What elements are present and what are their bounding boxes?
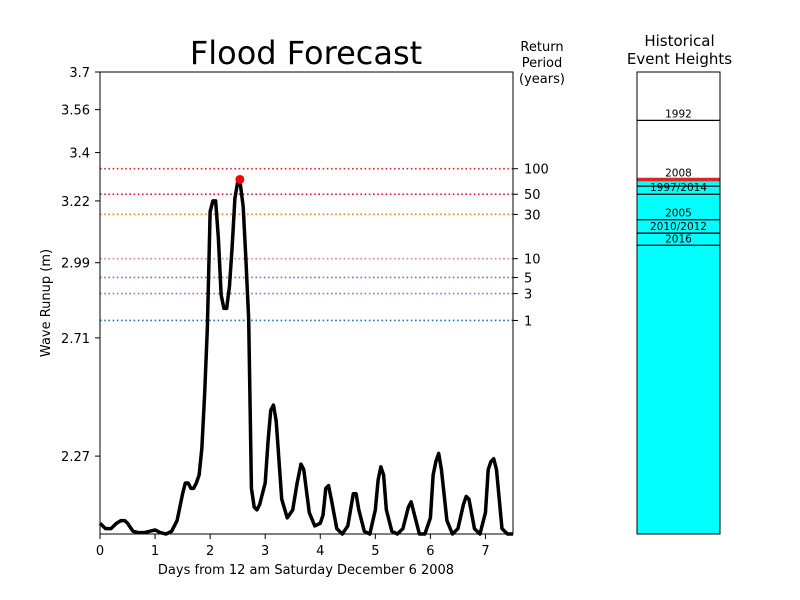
y-axis-label: Wave Runup (m) (39, 249, 54, 357)
return-period-tick-label-30: 30 (524, 208, 541, 223)
peak-marker (235, 174, 245, 184)
return-period-tick-label-5: 5 (524, 271, 532, 286)
y-tick-label-1: 2.71 (61, 332, 90, 347)
x-tick-label-3: 3 (261, 544, 269, 559)
historical-title-line-1: Event Heights (627, 50, 732, 68)
historical-event-label-2010/2012: 2010/2012 (650, 221, 707, 233)
chart-title: Flood Forecast (190, 34, 422, 72)
x-tick-label-6: 6 (426, 544, 434, 559)
y-tick-label-3: 3.22 (61, 195, 90, 210)
x-tick-label-4: 4 (316, 544, 324, 559)
x-axis: 0 1 2 3 4 5 6 7 (96, 534, 490, 559)
y-tick-label-4: 3.4 (69, 147, 90, 162)
return-period-tick-label-100: 100 (524, 163, 549, 178)
forecast-chart: Flood Forecast 0 1 2 3 4 5 6 7 2.27 2.71 2.99 3.22… (39, 34, 565, 578)
historical-frame (636, 71, 721, 535)
plot-frame (99, 71, 514, 535)
x-tick-label-5: 5 (371, 544, 379, 559)
historical-event-label-2016: 2016 (665, 233, 692, 245)
y-tick-label-5: 3.56 (61, 104, 90, 119)
historical-event-label-2008: 2008 (665, 167, 692, 179)
x-tick-label-0: 0 (96, 544, 104, 559)
y-tick-label-6: 3.7 (69, 66, 90, 81)
historical-title-line-0: Historical (644, 32, 714, 50)
return-period-tick-label-10: 10 (524, 253, 541, 268)
return-period-title-line-2: (years) (519, 72, 565, 87)
y-tick-label-2: 2.99 (61, 257, 90, 272)
x-tick-label-7: 7 (481, 544, 489, 559)
historical-fill (637, 179, 720, 534)
return-period-tick-label-1: 1 (524, 314, 532, 329)
x-tick-label-2: 2 (206, 544, 214, 559)
return-period-lines (100, 167, 513, 322)
return-period-tick-label-50: 50 (524, 188, 541, 203)
y-tick-label-0: 2.27 (61, 450, 90, 465)
return-period-axis: 100 50 30 10 5 3 1 (513, 163, 549, 329)
historical-event-label-2005: 2005 (665, 208, 692, 220)
return-period-title-line-1: Period (522, 56, 563, 71)
x-tick-label-1: 1 (151, 544, 159, 559)
x-axis-label: Days from 12 am Saturday December 6 2008 (158, 563, 454, 578)
wave-runup-series-line (98, 180, 513, 536)
return-period-tick-label-3: 3 (524, 288, 532, 303)
return-period-title-line-0: Return (520, 40, 563, 55)
historical-event-label-1992: 1992 (665, 108, 692, 120)
historical-event-label-1997/2014: 1997/2014 (650, 182, 707, 194)
y-axis: 2.27 2.71 2.99 3.22 3.4 3.56 3.7 (61, 66, 100, 465)
